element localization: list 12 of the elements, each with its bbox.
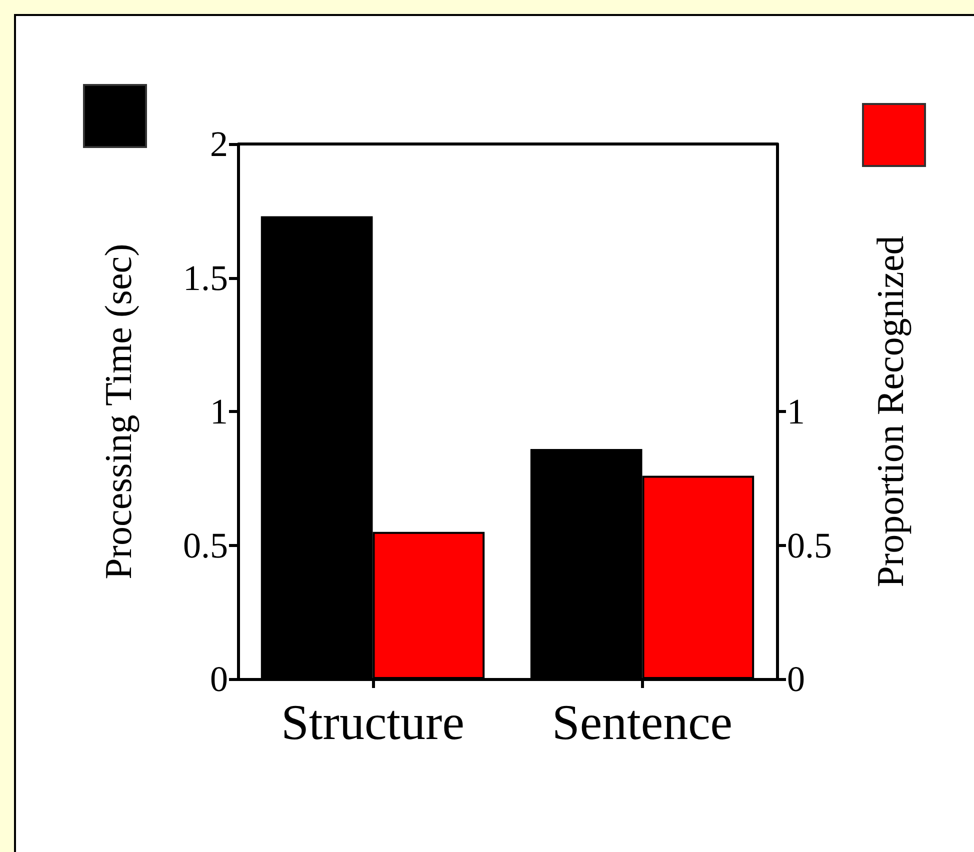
y2-tick-label: 1 [787,392,805,432]
y-tick-label: 2 [210,124,228,164]
x-tick-label: Sentence [552,694,732,750]
y2-tick-label: 0.5 [787,525,832,566]
y-tick-label: 1.5 [183,258,228,298]
y2-axis-title: Proportion Recognized [870,236,912,588]
y-axis-title: Processing Time (sec) [98,244,140,580]
y2-tick-label: 0 [787,659,805,699]
y-tick-label: 0.5 [183,525,228,566]
y-tick-label: 0 [210,659,228,699]
y-tick-label: 1 [210,392,228,432]
x-tick-label: Structure [281,694,464,750]
